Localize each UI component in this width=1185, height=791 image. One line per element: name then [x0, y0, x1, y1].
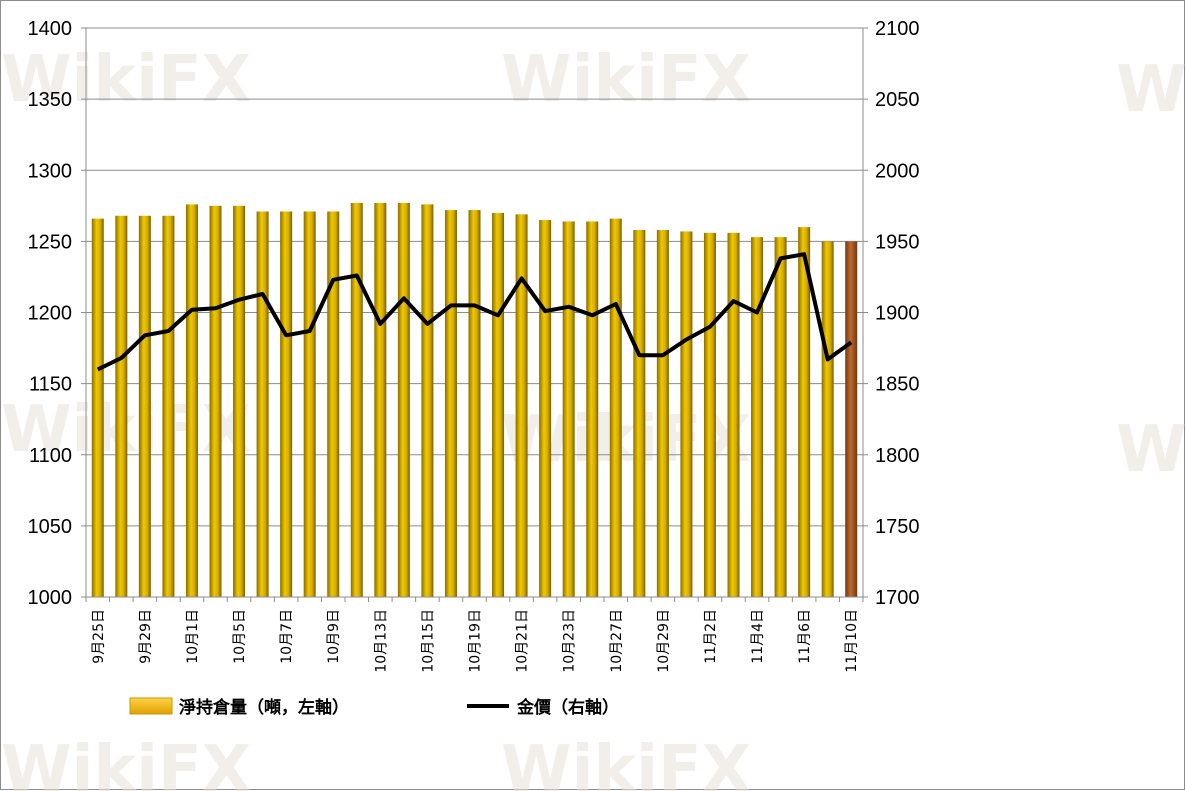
price-line: [96, 252, 853, 372]
y-tick-label-right: 1700: [875, 587, 920, 609]
y-axis-right-labels: 1700 1750 1800 1850 1900 1950 2000 2050 2100: [875, 18, 920, 609]
legend: 淨持倉量（噸，左軸） 金價（右軸）: [129, 697, 619, 718]
y-tick-label-left: 1100: [29, 445, 72, 467]
x-tick-label: 10月13日: [373, 609, 389, 673]
x-tick-label: 11月2日: [703, 609, 719, 664]
x-tick-label: 10月23日: [562, 609, 578, 673]
axes: [81, 27, 868, 602]
bar: [798, 227, 811, 597]
y-tick-label-left: 1400: [28, 18, 73, 40]
bar: [444, 210, 457, 597]
y-tick-label-left: 1050: [28, 516, 73, 538]
x-tick-label: 10月27日: [609, 609, 625, 673]
watermark-text: WikiFX: [1, 733, 251, 791]
bar: [138, 215, 151, 597]
bar: [397, 202, 410, 597]
bar: [468, 210, 481, 597]
y-tick-label-right: 2100: [875, 18, 920, 40]
x-tick-label: 11月6日: [797, 609, 813, 664]
watermark-text: WikiFX: [1116, 53, 1185, 127]
bar: [350, 202, 363, 597]
bar: [162, 215, 175, 597]
bar: [374, 202, 387, 597]
bar: [209, 205, 222, 597]
y-tick-label-left: 1150: [29, 374, 72, 396]
y-tick-label-left: 1250: [28, 231, 73, 253]
watermark-text: WikiFX: [1, 43, 251, 117]
y-tick-label-right: 1900: [875, 303, 920, 325]
y-tick-label-right: 1950: [875, 231, 920, 253]
bar: [845, 241, 858, 597]
bar: [633, 229, 646, 597]
x-tick-label: 11月4日: [750, 609, 766, 664]
bar: [680, 231, 693, 598]
x-tick-label: 10月1日: [185, 609, 201, 664]
y-tick-label-left: 1000: [28, 587, 73, 609]
bar: [821, 241, 834, 597]
bar: [562, 221, 575, 597]
y-tick-label-right: 1750: [875, 516, 920, 538]
y-tick-label-right: 2050: [875, 89, 920, 111]
x-tick-label: 11月10日: [844, 609, 860, 673]
x-tick-label: 10月15日: [420, 609, 436, 673]
x-tick-label: 9月25日: [91, 609, 107, 664]
bar: [751, 237, 764, 598]
bar: [421, 204, 434, 597]
watermark-text: WikiFX: [501, 733, 751, 791]
bar: [115, 215, 128, 597]
y-tick-label-right: 2000: [875, 160, 920, 182]
legend-swatch-bar: [129, 697, 173, 715]
y-tick-label-right: 1800: [875, 445, 920, 467]
bar: [303, 211, 316, 597]
bar: [774, 237, 787, 598]
bar: [256, 211, 269, 597]
bar: [727, 232, 740, 597]
x-tick-label: 10月5日: [232, 609, 248, 664]
y-tick-label-right: 1850: [875, 374, 920, 396]
y-tick-label-left: 1350: [28, 89, 73, 111]
x-tick-label: 9月29日: [138, 609, 154, 664]
bar: [703, 232, 716, 597]
watermark-text: WikiFX: [501, 43, 751, 117]
x-tick-label: 10月21日: [515, 609, 531, 673]
x-tick-label: 10月9日: [326, 609, 342, 664]
bar: [586, 221, 599, 597]
watermark-text: WikiFX: [1116, 413, 1185, 487]
bar: [280, 211, 293, 597]
x-tick-label: 10月29日: [656, 609, 672, 673]
bar: [609, 218, 622, 598]
legend-label-line: 金價（右軸）: [516, 697, 619, 718]
x-axis-labels: 9月25日 9月29日 10月1日 10月5日 10月7日 10月9日 10月13日 10月1…: [91, 609, 860, 673]
x-tick-label: 10月7日: [279, 609, 295, 664]
line-series: [96, 252, 853, 372]
bar: [91, 218, 104, 598]
bar: [492, 212, 505, 598]
x-tick-label: 10月19日: [468, 609, 484, 673]
y-tick-label-left: 1200: [28, 303, 73, 325]
y-axis-left-labels: 1000 1050 1100 1150 1200 1250 1300 1350 1400: [28, 18, 73, 609]
bar: [185, 204, 198, 597]
bar: [233, 205, 246, 597]
bar: [656, 229, 669, 597]
bar: [327, 211, 340, 597]
y-tick-label-left: 1300: [28, 160, 73, 182]
bar: [515, 214, 528, 597]
bar: [539, 220, 552, 597]
legend-label-bar: 淨持倉量（噸，左軸）: [179, 697, 349, 718]
